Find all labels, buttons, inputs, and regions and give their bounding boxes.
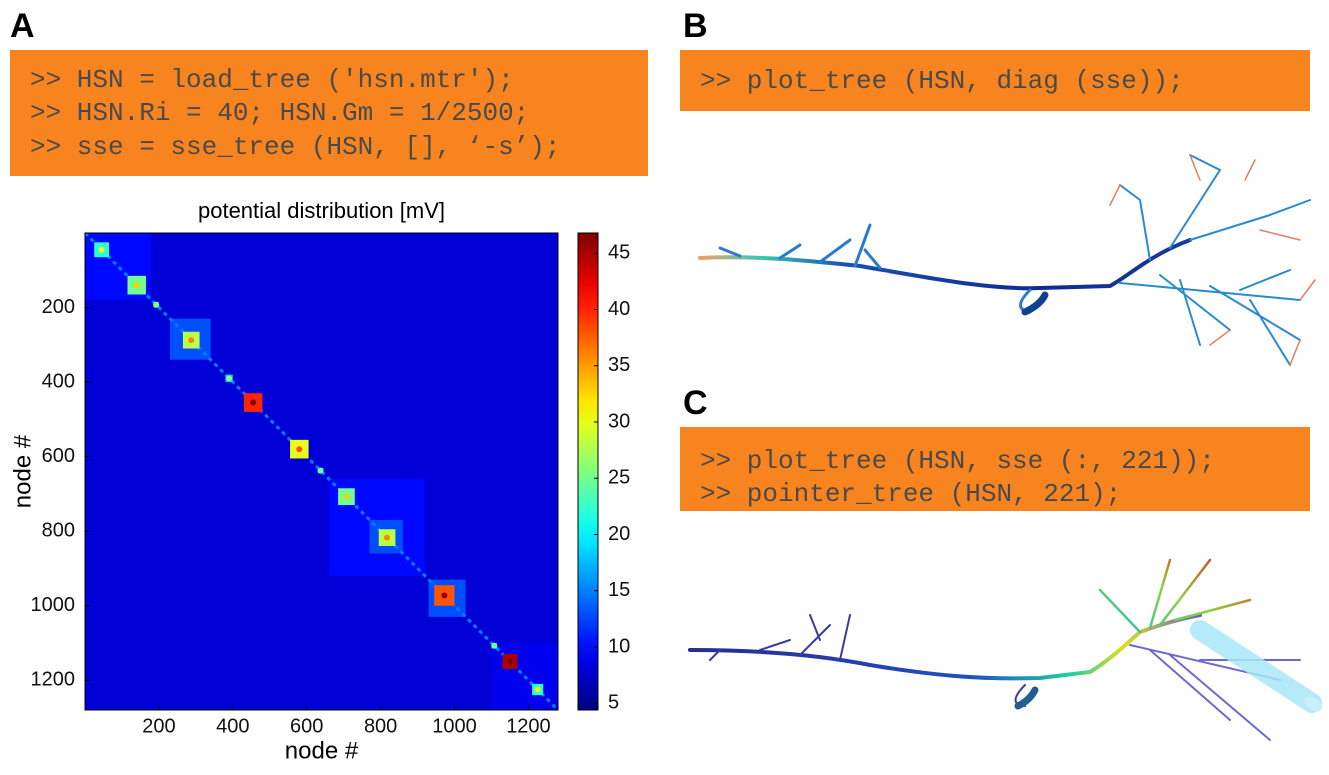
- plot-frame: [84, 232, 559, 711]
- code-box: [680, 50, 1310, 111]
- colorbar-tick-label: 15: [608, 579, 630, 601]
- x-tick-label: 1200: [506, 715, 551, 737]
- colorbar-tick-label: 40: [608, 298, 630, 320]
- colorbar-tick-label: 35: [608, 354, 630, 376]
- panel-label: C: [683, 384, 708, 422]
- block-peak: [441, 592, 448, 599]
- code-line: >> HSN = load_tree ('hsn.mtr');: [30, 65, 514, 95]
- code-line: >> plot_tree (HSN, diag (sse));: [700, 66, 1184, 96]
- code-box: [680, 427, 1310, 511]
- y-tick-label: 200: [42, 296, 75, 318]
- neuron-b: [698, 154, 1316, 366]
- colorbar-tick-label: 45: [608, 242, 630, 264]
- block-peak: [506, 658, 513, 665]
- block-peak: [226, 375, 233, 382]
- y-tick-label: 800: [42, 519, 75, 541]
- x-tick-label: 800: [364, 715, 397, 737]
- y-tick-label: 600: [42, 445, 75, 467]
- x-tick-label: 1000: [432, 715, 477, 737]
- colorbar-tick-label: 20: [608, 523, 630, 545]
- code-box: [10, 50, 648, 176]
- block-peak: [133, 282, 140, 289]
- colorbar-tick-label: 25: [608, 467, 630, 489]
- y-tick-label: 1000: [31, 594, 76, 616]
- colorbar-tick-label: 5: [608, 692, 619, 714]
- block-peak: [534, 686, 541, 693]
- x-tick-label: 600: [290, 715, 323, 737]
- block-peak: [317, 467, 324, 474]
- block-peak: [250, 399, 257, 406]
- x-tick-label: 200: [142, 715, 175, 737]
- code-line: >> HSN.Ri = 40; HSN.Gm = 1/2500;: [30, 98, 529, 128]
- y-tick-label: 1200: [31, 668, 76, 690]
- colorbar-tick-label: 30: [608, 410, 630, 432]
- block-peak: [98, 246, 105, 253]
- code-line: >> sse = sse_tree (HSN, [], ‘-s’);: [30, 132, 561, 162]
- block-peak: [296, 446, 303, 453]
- chart-title: potential distribution [mV]: [198, 198, 445, 223]
- panel-label: B: [683, 7, 708, 45]
- block-peak: [153, 301, 160, 308]
- block-peak: [343, 493, 350, 500]
- colorbar-tick-label: 10: [608, 635, 630, 657]
- neuron-c: [688, 558, 1323, 741]
- code-line: >> pointer_tree (HSN, 221);: [700, 479, 1121, 509]
- block-peak: [188, 337, 195, 344]
- x-tick-label: 400: [216, 715, 249, 737]
- code-line: >> plot_tree (HSN, sse (:, 221));: [700, 446, 1215, 476]
- colorbar: [577, 232, 599, 711]
- block-peak: [491, 642, 498, 649]
- block-peak: [384, 534, 391, 541]
- panel-label: A: [10, 7, 35, 45]
- x-axis-label: node #: [285, 737, 359, 764]
- y-tick-label: 400: [42, 370, 75, 392]
- y-axis-label: node #: [9, 434, 36, 508]
